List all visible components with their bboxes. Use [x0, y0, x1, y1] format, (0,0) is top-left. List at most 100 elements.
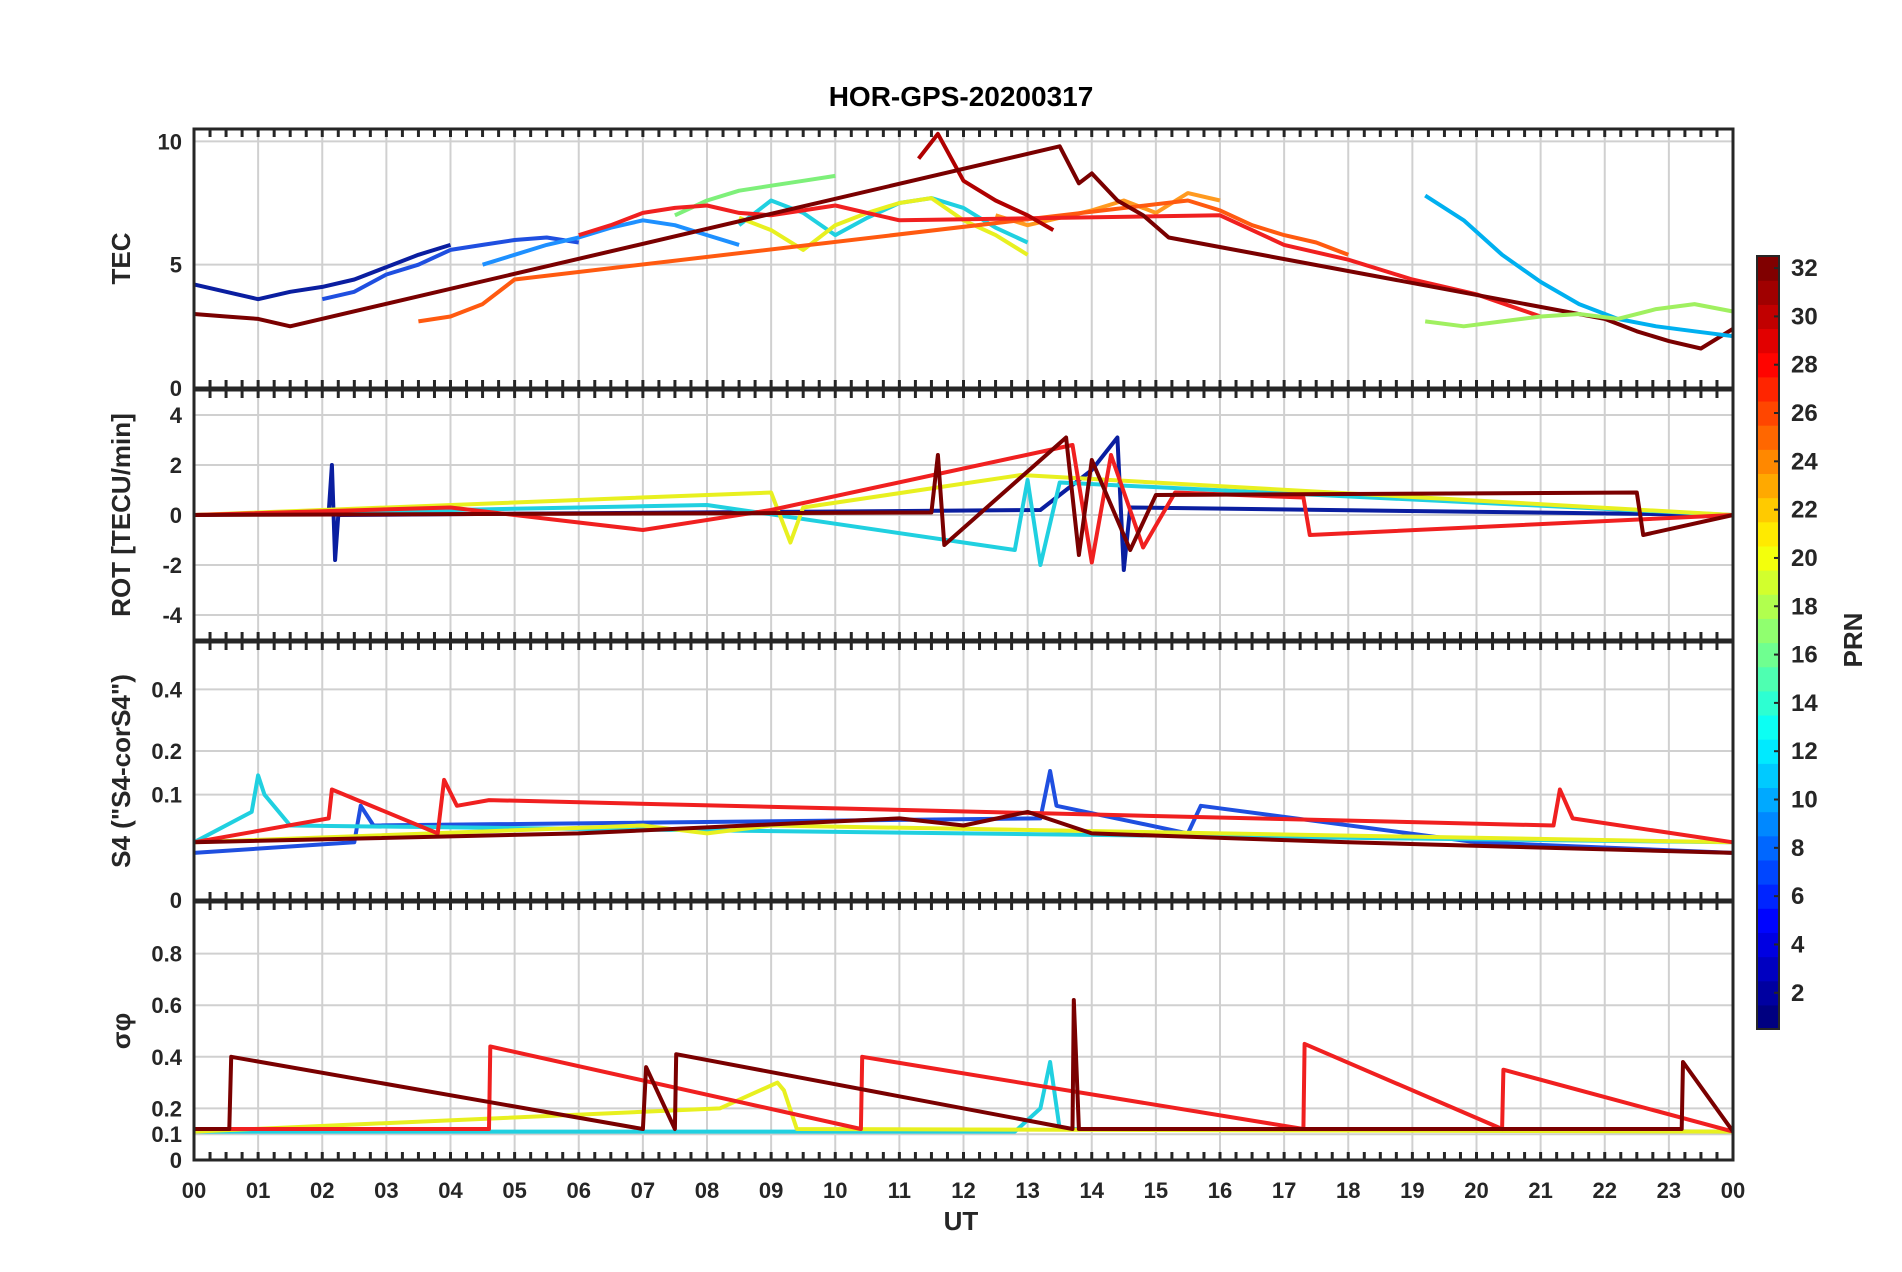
x-tick-label: 08	[695, 1178, 719, 1203]
y-tick-label: 0.1	[151, 783, 182, 808]
series-line-tec-5	[738, 196, 1029, 257]
colorbar-tick-label: 10	[1791, 787, 1818, 814]
colorbar-label: PRN	[1838, 613, 1868, 668]
colorbar-segment	[1757, 1004, 1779, 1030]
x-tick-label: 14	[1080, 1178, 1105, 1203]
colorbar-segment	[1757, 690, 1779, 716]
y-tick-label: 0.2	[151, 739, 182, 764]
x-tick-label: 09	[759, 1178, 783, 1203]
series-line-sigma-2	[194, 1041, 1734, 1134]
colorbar-tick-label: 32	[1791, 255, 1818, 282]
x-tick-label: 04	[438, 1178, 463, 1203]
colorbar-segment	[1757, 908, 1779, 933]
colorbar-tick-label: 6	[1791, 883, 1804, 910]
y-tick-label: 0.8	[151, 942, 182, 967]
colorbar-segment	[1757, 473, 1779, 499]
x-tick-label: 07	[631, 1178, 655, 1203]
y-axis-label-s4: S4 ("S4-corS4")	[106, 674, 136, 868]
colorbar-segment	[1757, 400, 1779, 426]
series-line-rot-4	[193, 435, 1734, 557]
series-line-s4-3	[193, 777, 1734, 845]
series-line-s4-4	[193, 809, 1734, 855]
y-tick-label: 0.1	[151, 1122, 182, 1147]
colorbar-segment	[1757, 811, 1779, 837]
series-line-tec-1	[321, 235, 580, 302]
x-tick-label: 00	[182, 1178, 206, 1203]
colorbar-segment	[1757, 618, 1779, 644]
x-tick-labels: 00 01 02 03 04 05 06 07 08 09 10 11 12 13 14 15 16 17 18 19…	[182, 1178, 1745, 1203]
x-tick-label: 22	[1593, 1178, 1617, 1203]
y-tick-label: 0	[170, 888, 182, 913]
colorbar-segment	[1757, 787, 1779, 813]
colorbar-segment	[1757, 666, 1779, 692]
colorbar-tick-label: 30	[1791, 303, 1818, 330]
x-tick-label: 17	[1272, 1178, 1296, 1203]
y-tick-label: 0.4	[151, 1045, 182, 1070]
y-tick-label: 4	[170, 403, 183, 428]
x-axis-label: UT	[944, 1206, 979, 1236]
colorbar-segment	[1757, 932, 1779, 958]
series-line-s4-2	[193, 823, 1734, 845]
x-tick-label: 11	[888, 1178, 911, 1203]
x-tick-label: 23	[1657, 1178, 1681, 1203]
series-line-tec-7	[418, 198, 1350, 324]
panel-sigma: 00.10.2 0.4 0.6 0.8 σφ	[106, 900, 1735, 1173]
colorbar-tick-label: 22	[1791, 497, 1818, 524]
colorbar-segment	[1757, 570, 1779, 595]
x-tick-label: 13	[1015, 1178, 1039, 1203]
colorbar-tick-label: 14	[1791, 690, 1818, 717]
series-line-tec-9	[917, 131, 1055, 232]
x-tick-label: 03	[374, 1178, 398, 1203]
x-tick-label: 19	[1400, 1178, 1424, 1203]
y-tick-label: 0.4	[151, 677, 182, 702]
x-tick-label: 15	[1144, 1178, 1168, 1203]
series-line-rot-2	[193, 473, 1734, 545]
colorbar-segment	[1757, 280, 1779, 305]
x-tick-label: 18	[1336, 1178, 1360, 1203]
series-line-rot-3	[193, 443, 1734, 565]
series-line-rot-0	[193, 435, 1734, 572]
colorbar-segment	[1757, 859, 1779, 885]
series-line-tec-4	[674, 173, 836, 218]
y-axis-label-sigma: σφ	[106, 1013, 136, 1049]
colorbar-tick-label: 28	[1791, 352, 1818, 379]
y-tick-label: 2	[170, 453, 182, 478]
series-line-sigma-3	[194, 998, 1735, 1133]
colorbar-frame	[1756, 255, 1780, 1030]
colorbar-segment	[1757, 594, 1779, 619]
y-tick-label: 10	[158, 129, 182, 154]
colorbar-segment	[1757, 956, 1779, 982]
colorbar-tick-label: 18	[1791, 593, 1818, 620]
series-line-tec-6	[995, 191, 1221, 228]
panel-s4: 0 0.1 0.2 0.4 S4 ("S4-corS4")	[106, 640, 1735, 913]
colorbar-tick-label: 16	[1791, 642, 1818, 669]
figure-title: HOR-GPS-20200317	[829, 81, 1094, 112]
colorbar-segment	[1757, 352, 1779, 378]
series-line-tec-11	[1424, 193, 1734, 339]
y-tick-label: 0.2	[151, 1096, 182, 1121]
colorbar-segment	[1757, 739, 1779, 764]
colorbar-segment	[1757, 545, 1779, 571]
y-tick-label: -2	[162, 553, 182, 578]
series-line-tec-12	[1424, 302, 1734, 329]
x-tick-label: 02	[310, 1178, 334, 1203]
colorbar-segment	[1757, 328, 1779, 354]
colorbar-segment	[1757, 304, 1779, 330]
x-tick-label: 00	[1721, 1178, 1745, 1203]
x-tick-label: 21	[1528, 1178, 1552, 1203]
colorbar-segment	[1757, 763, 1779, 789]
y-tick-label: 5	[170, 253, 182, 278]
y-axis-label-tec: TEC	[106, 232, 136, 284]
y-tick-label: -4	[162, 603, 182, 628]
series-line-tec-10	[193, 144, 1735, 351]
colorbar-tick-label: 26	[1791, 400, 1818, 427]
x-tick-label: 05	[502, 1178, 526, 1203]
y-tick-label: 0	[170, 376, 182, 401]
colorbar-segment	[1757, 425, 1779, 450]
colorbar-tick-label: 20	[1791, 545, 1818, 572]
colorbar-segment	[1757, 980, 1779, 1006]
y-tick-label: 0	[170, 503, 182, 528]
